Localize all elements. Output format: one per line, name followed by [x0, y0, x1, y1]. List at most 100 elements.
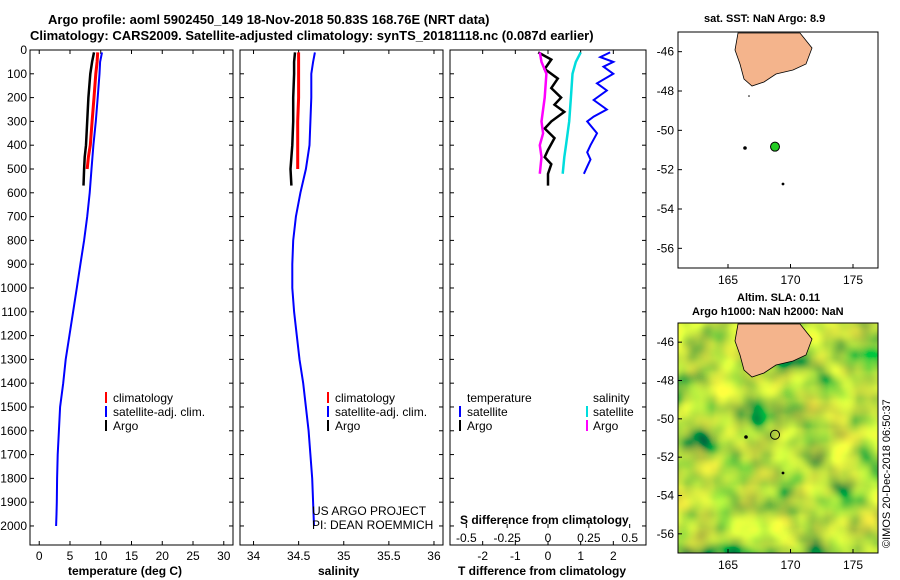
- auckland-islands: [743, 146, 747, 150]
- s-difference-label: S difference from climatology: [460, 513, 629, 527]
- salinity-legend: climatology satellite-adj. clim. Argo: [327, 391, 427, 433]
- legend-swatch-satellite: [327, 406, 329, 417]
- lon-tick-label: 165: [718, 558, 738, 572]
- depth-tick-label: 100: [7, 67, 27, 81]
- campbell-island: [781, 182, 785, 186]
- x-tick-label: 5: [67, 549, 74, 563]
- difference-legend: temperature satellite Argo salinity sate…: [459, 391, 634, 433]
- legend-temperature-header: temperature: [467, 391, 532, 405]
- title-line-1: Argo profile: aoml 5902450_149 18-Nov-20…: [48, 12, 490, 27]
- map-bottom-frame: [677, 322, 879, 554]
- depth-tick-label: 200: [7, 91, 27, 105]
- legend-swatch-s-satellite: [586, 406, 588, 417]
- map-top-land: [734, 32, 813, 186]
- temperature-satellite-line: [55, 52, 103, 527]
- difference-x-axis: -2 -1 0 1 2: [477, 50, 617, 563]
- depth-axis: 0 100 200 300 400 500 600 700 800 900 1000 1100 1200…: [0, 43, 646, 533]
- legend-swatch-argo: [327, 420, 329, 431]
- legend-climatology: climatology: [335, 391, 395, 405]
- depth-tick-label: 0: [20, 43, 27, 57]
- s-difference-axis: -0.5 -0.25 0 0.25 0.5: [456, 524, 638, 545]
- legend-swatch-climatology: [327, 392, 329, 403]
- map-bottom-title-2: Argo h1000: NaN h2000: NaN: [692, 306, 844, 318]
- lat-tick-label: -50: [657, 123, 675, 137]
- temperature-legend: climatology satellite-adj. clim. Argo: [105, 391, 205, 433]
- lon-tick-label: 170: [780, 273, 800, 287]
- x-tick-label: 10: [94, 549, 108, 563]
- float-position-marker: [770, 141, 780, 152]
- x-tick-label: -1: [510, 549, 521, 563]
- depth-tick-label: 1500: [0, 400, 27, 414]
- title-line-2: Climatology: CARS2009. Satellite-adjuste…: [30, 28, 594, 43]
- lat-tick-label: -48: [657, 374, 675, 388]
- depth-tick-label: 1600: [0, 424, 27, 438]
- lon-tick-label: 175: [843, 273, 863, 287]
- legend-satellite-adj: satellite-adj. clim.: [113, 405, 205, 419]
- series-layer: [55, 51, 616, 527]
- legend-salinity-header: salinity: [593, 391, 630, 405]
- lat-tick-label: -50: [657, 412, 675, 426]
- map-top-lon-axis: 165 170 175: [718, 264, 863, 287]
- salinity-x-axis: 34 34.5 35 35.5 36: [247, 50, 441, 563]
- depth-tick-label: 600: [7, 186, 27, 200]
- depth-tick-label: 1000: [0, 281, 27, 295]
- x-tick-label: 1: [577, 549, 584, 563]
- legend-argo: Argo: [335, 419, 361, 433]
- new-zealand-land: [734, 323, 813, 378]
- depth-tick-label: 1200: [0, 329, 27, 343]
- x-tick-label: 0: [545, 549, 552, 563]
- legend-swatch-climatology: [105, 392, 107, 403]
- depth-tick-label: 300: [7, 114, 27, 128]
- lon-tick-label: 165: [718, 273, 738, 287]
- salinity-xlabel: salinity: [318, 564, 360, 578]
- lat-tick-label: -54: [657, 489, 675, 503]
- lat-tick-label: -56: [657, 241, 675, 255]
- map-bottom-lon-axis: 165 170 175: [718, 549, 863, 572]
- campbell-island: [781, 471, 785, 475]
- x-tick-label: 0: [36, 549, 43, 563]
- depth-tick-label: 1400: [0, 376, 27, 390]
- legend-swatch-satellite: [105, 406, 107, 417]
- x-tick-label: 0.5: [621, 531, 638, 545]
- salinity-climatology-line: [296, 52, 301, 169]
- x-tick-label: 0: [545, 531, 552, 545]
- depth-tick-label: 1300: [0, 352, 27, 366]
- difference-xlabel: T difference from climatology: [458, 564, 626, 578]
- x-tick-label: 25: [186, 549, 200, 563]
- depth-tick-label: 800: [7, 233, 27, 247]
- salinity-argo-line: [289, 52, 297, 186]
- salinity-panel: [239, 49, 444, 546]
- depth-tick-label: 900: [7, 257, 27, 271]
- depth-tick-label: 1800: [0, 471, 27, 485]
- x-tick-label: 2: [610, 549, 617, 563]
- temperature-climatology-line: [85, 52, 100, 170]
- lat-tick-label: -52: [657, 163, 675, 177]
- x-tick-label: 15: [125, 549, 139, 563]
- legend-s-argo: Argo: [593, 419, 619, 433]
- depth-tick-label: 1100: [1, 305, 27, 319]
- depth-tick-label: 1900: [0, 495, 27, 509]
- lat-tick-label: -48: [657, 84, 675, 98]
- temperature-xlabel: temperature (deg C): [68, 564, 182, 578]
- x-tick-label: -0.25: [493, 531, 521, 545]
- t-diff-argo-line: [537, 51, 567, 186]
- new-zealand-land: [734, 32, 813, 87]
- project-annotation-1: US ARGO PROJECT: [312, 504, 427, 518]
- map-top-title: sat. SST: NaN Argo: 8.9: [704, 13, 825, 25]
- legend-satellite-adj: satellite-adj. clim.: [335, 405, 427, 419]
- temperature-x-axis: 0 5 10 15 20 25 30: [36, 50, 231, 563]
- legend-argo: Argo: [113, 419, 139, 433]
- legend-swatch-t-argo: [459, 420, 461, 431]
- auckland-islands: [744, 435, 748, 439]
- x-tick-label: 34: [247, 549, 261, 563]
- float-position-marker: [770, 429, 780, 440]
- legend-swatch-argo: [105, 420, 107, 431]
- lat-tick-label: -46: [657, 45, 675, 59]
- x-tick-label: -2: [477, 549, 488, 563]
- map-bottom-title-1: Altim. SLA: 0.11: [737, 292, 820, 304]
- legend-t-satellite: satellite: [467, 405, 508, 419]
- legend-s-satellite: satellite: [593, 405, 634, 419]
- temperature-argo-line: [82, 52, 96, 186]
- x-tick-label: 30: [217, 549, 231, 563]
- legend-t-argo: Argo: [467, 419, 493, 433]
